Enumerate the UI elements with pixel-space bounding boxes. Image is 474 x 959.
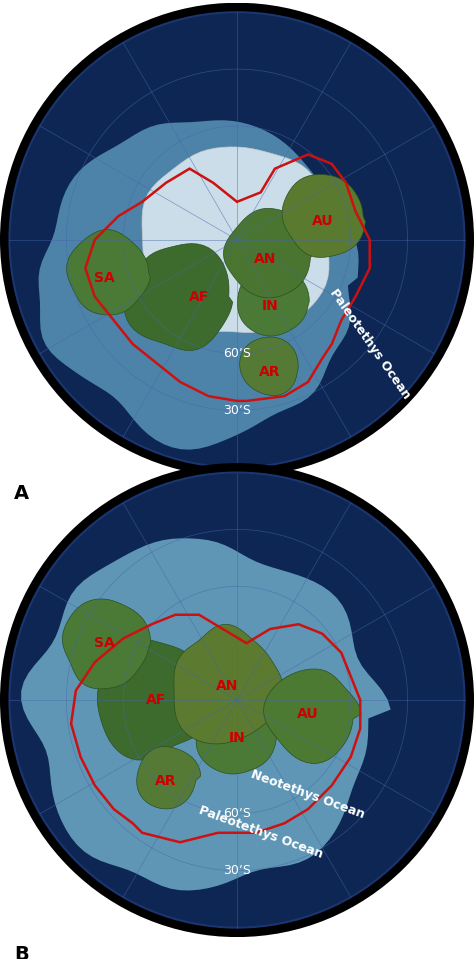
Text: B: B (14, 945, 29, 959)
Polygon shape (282, 175, 365, 257)
Text: AN: AN (216, 679, 239, 692)
Polygon shape (38, 120, 359, 450)
Text: SA: SA (94, 636, 115, 650)
Text: 30ʼS: 30ʼS (223, 404, 251, 417)
Text: 60ʼS: 60ʼS (223, 807, 251, 820)
Text: AN: AN (254, 251, 277, 266)
Polygon shape (21, 538, 391, 891)
Polygon shape (63, 599, 151, 689)
Polygon shape (237, 266, 309, 336)
Polygon shape (174, 624, 284, 744)
Circle shape (9, 473, 465, 927)
Text: IN: IN (228, 731, 246, 745)
Polygon shape (240, 337, 298, 396)
Polygon shape (137, 746, 201, 809)
Polygon shape (142, 147, 340, 333)
Text: 295 Ma: 295 Ma (386, 34, 448, 48)
Polygon shape (196, 693, 279, 774)
Text: Neotethys Ocean: Neotethys Ocean (249, 768, 367, 822)
Text: AF: AF (189, 290, 209, 304)
Text: Paleotethys Ocean: Paleotethys Ocean (327, 287, 413, 402)
Text: AU: AU (297, 708, 319, 721)
Circle shape (9, 12, 465, 467)
Circle shape (0, 3, 474, 477)
Text: AR: AR (155, 774, 177, 787)
Polygon shape (264, 669, 361, 763)
Text: Paleotethys Ocean: Paleotethys Ocean (197, 805, 325, 861)
Text: AR: AR (259, 365, 281, 380)
Text: AF: AF (146, 693, 166, 707)
Polygon shape (66, 229, 150, 315)
Text: 60ʼS: 60ʼS (223, 347, 251, 360)
Text: SA: SA (94, 270, 115, 285)
Polygon shape (97, 639, 217, 760)
Text: 30ʼS: 30ʼS (223, 864, 251, 877)
Text: A: A (14, 484, 29, 503)
Text: IN: IN (262, 299, 279, 313)
Polygon shape (223, 208, 312, 298)
Text: AU: AU (311, 214, 333, 228)
Circle shape (0, 463, 474, 937)
Text: 280 Ma: 280 Ma (386, 494, 448, 508)
Polygon shape (124, 244, 233, 350)
